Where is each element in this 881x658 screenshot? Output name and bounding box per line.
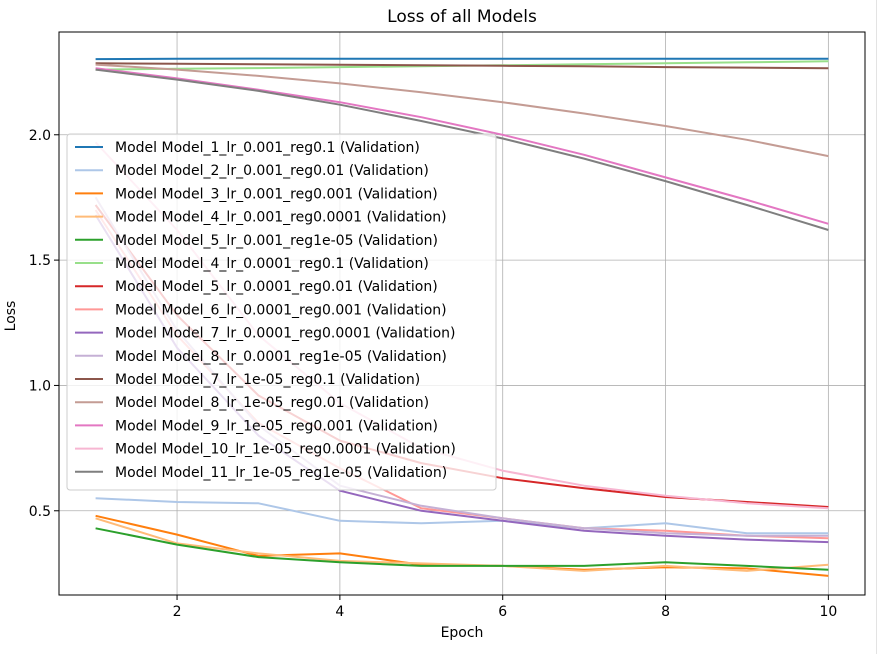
legend-label: Model Model_10_lr_1e-05_reg0.0001 (Valid…: [115, 442, 456, 458]
series-line-15: [95, 68, 829, 231]
y-tick-label: 1.0: [29, 378, 51, 394]
x-tick-label: 10: [819, 604, 837, 620]
legend-label: Model Model_4_lr_0.001_reg0.0001 (Valida…: [115, 210, 447, 226]
axis-ticks: 2 4 6 8 10 0.5 1.0 1.5 2.0: [29, 128, 838, 620]
x-axis-title: Epoch: [441, 625, 484, 641]
y-tick-label: 0.5: [29, 504, 51, 520]
x-tick-label: 4: [335, 604, 344, 620]
chart-title: Loss of all Models: [387, 7, 537, 27]
legend-label: Model Model_1_lr_0.001_reg0.1 (Validatio…: [115, 140, 420, 156]
legend-label: Model Model_7_lr_1e-05_reg0.1 (Validatio…: [115, 372, 420, 388]
x-tick-label: 8: [661, 604, 670, 620]
y-tick-label: 2.0: [29, 128, 51, 144]
plot-frame: [58, 31, 866, 596]
series-line-13: [95, 67, 829, 225]
y-axis-title: Loss: [3, 301, 19, 332]
legend: Model Model_1_lr_0.001_reg0.1 (Validatio…: [66, 133, 497, 491]
series-line-5: [95, 527, 829, 571]
legend-box: [66, 133, 497, 491]
legend-label: Model Model_8_lr_0.0001_reg1e-05 (Valida…: [115, 349, 447, 365]
series-line-11: [95, 62, 829, 70]
series-lines: [94, 57, 829, 577]
scrollbar[interactable]: [876, 0, 881, 654]
x-tick-label: 2: [173, 604, 182, 620]
legend-label: Model Model_5_lr_0.001_reg1e-05 (Validat…: [115, 233, 438, 249]
legend-label: Model Model_2_lr_0.001_reg0.01 (Validati…: [115, 163, 429, 179]
series-line-2: [95, 497, 829, 535]
legend-label: Model Model_8_lr_1e-05_reg0.01 (Validati…: [115, 395, 429, 411]
series-line-4: [95, 517, 829, 572]
series-line-12: [95, 63, 829, 158]
x-tick-label: 6: [498, 604, 507, 620]
y-tick-label: 1.5: [29, 253, 51, 269]
legend-label: Model Model_5_lr_0.0001_reg0.01 (Validat…: [115, 279, 438, 295]
legend-label: Model Model_7_lr_0.0001_reg0.0001 (Valid…: [115, 326, 456, 342]
legend-label: Model Model_4_lr_0.0001_reg0.1 (Validati…: [115, 256, 429, 272]
legend-label: Model Model_9_lr_1e-05_reg0.001 (Validat…: [115, 418, 438, 434]
series-line-1: [95, 57, 829, 61]
legend-label: Model Model_6_lr_0.0001_reg0.001 (Valida…: [115, 302, 447, 318]
legend-label: Model Model_3_lr_0.001_reg0.001 (Validat…: [115, 186, 438, 202]
legend-label: Model Model_11_lr_1e-05_reg1e-05 (Valida…: [115, 465, 447, 481]
